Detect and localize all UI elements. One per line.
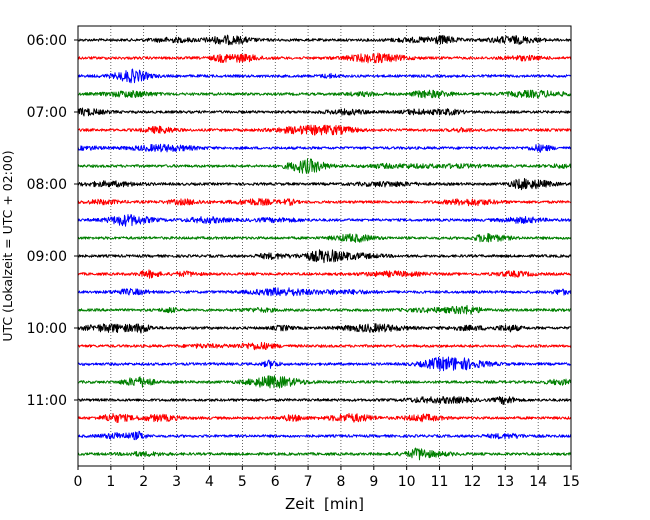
x-tick-label: 10 <box>398 474 416 490</box>
trace-0715 <box>77 124 572 136</box>
trace-1100 <box>77 395 572 405</box>
seismogram-traces <box>77 34 572 461</box>
trace-0800 <box>77 177 572 191</box>
trace-0815 <box>77 197 572 207</box>
trace-0645 <box>77 89 572 99</box>
x-tick-label: 14 <box>529 474 547 490</box>
trace-1000 <box>77 323 572 334</box>
trace-0615 <box>77 52 572 64</box>
trace-1030 <box>77 356 572 372</box>
y-tick-label: 11:00 <box>27 393 67 409</box>
y-tick-label: 09:00 <box>27 249 67 265</box>
y-axis-ticks: 06:00 07:00 08:00 09:00 10:00 11:00 <box>27 33 78 409</box>
x-tick-label: 11 <box>431 474 449 490</box>
x-tick-label: 6 <box>271 474 280 490</box>
trace-0945 <box>77 304 572 315</box>
y-axis-label: UTC (Lokalzeit = UTC + 02:00) <box>0 150 15 341</box>
trace-1130 <box>77 430 572 441</box>
trace-0600 <box>77 34 572 46</box>
x-axis-label: Zeit [min] <box>285 495 364 513</box>
plot-frame <box>77 25 572 467</box>
x-tick-label: 0 <box>74 474 83 490</box>
trace-1115 <box>77 412 572 423</box>
trace-0745 <box>77 158 572 174</box>
x-tick-label: 15 <box>562 474 580 490</box>
trace-1045 <box>77 375 572 389</box>
x-tick-label: 9 <box>369 474 378 490</box>
x-tick-label: 8 <box>336 474 345 490</box>
trace-0900 <box>77 249 572 264</box>
trace-0730 <box>77 143 572 153</box>
trace-0630 <box>77 68 572 84</box>
x-tick-label: 13 <box>496 474 514 490</box>
vertical-grid <box>110 26 539 466</box>
y-tick-label: 10:00 <box>27 321 67 337</box>
y-tick-label: 07:00 <box>27 105 67 121</box>
trace-1145 <box>77 447 572 461</box>
trace-0845 <box>77 232 572 243</box>
x-tick-label: 3 <box>172 474 181 490</box>
x-axis-ticks: 0 1 2 3 4 5 6 7 8 9 10 11 12 13 14 15 <box>74 466 580 490</box>
y-tick-label: 06:00 <box>27 33 67 49</box>
trace-0915 <box>77 269 572 279</box>
trace-1015 <box>77 341 572 351</box>
x-tick-label: 2 <box>139 474 148 490</box>
x-tick-label: 1 <box>106 474 115 490</box>
x-tick-label: 5 <box>238 474 247 490</box>
x-tick-label: 7 <box>304 474 313 490</box>
trace-0930 <box>77 287 572 297</box>
trace-0700 <box>77 107 572 117</box>
y-tick-label: 08:00 <box>27 177 67 193</box>
x-tick-label: 4 <box>205 474 214 490</box>
x-tick-label: 12 <box>463 474 481 490</box>
trace-0830 <box>77 214 572 227</box>
